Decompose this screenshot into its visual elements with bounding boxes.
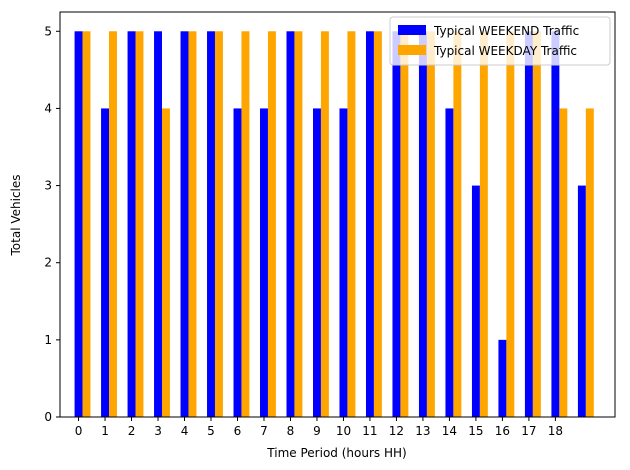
bar — [320, 31, 329, 418]
bar — [453, 31, 462, 418]
bar — [161, 108, 170, 417]
x-tick-label: 3 — [154, 424, 162, 438]
x-tick-label: 10 — [336, 424, 351, 438]
bar — [82, 31, 91, 418]
bar — [312, 108, 321, 417]
x-tick-label: 15 — [468, 424, 483, 438]
bar — [135, 31, 144, 418]
bar — [559, 108, 568, 417]
bar — [577, 185, 586, 417]
bar — [180, 31, 189, 418]
x-tick-label: 7 — [260, 424, 268, 438]
bar — [373, 31, 382, 418]
bar — [400, 31, 409, 418]
bar — [127, 31, 136, 418]
y-tick-label: 0 — [44, 410, 52, 424]
bar — [207, 31, 215, 418]
bar — [260, 108, 268, 417]
x-tick-label: 12 — [389, 424, 404, 438]
bar — [109, 31, 117, 418]
x-tick-label: 2 — [128, 424, 136, 438]
x-tick-label: 0 — [75, 424, 83, 438]
legend-swatch — [398, 25, 426, 35]
bar — [524, 31, 533, 418]
y-tick-label: 4 — [44, 101, 52, 115]
bar — [498, 339, 507, 417]
bar — [418, 31, 427, 418]
bar — [214, 31, 223, 418]
bar — [445, 108, 454, 417]
bar — [74, 31, 83, 418]
x-tick-label: 14 — [442, 424, 457, 438]
legend-label: Typical WEEKEND Traffic — [433, 24, 579, 38]
bar — [392, 31, 401, 418]
bar — [339, 108, 348, 417]
bar — [506, 31, 515, 418]
bar — [551, 31, 560, 418]
x-tick-label: 13 — [415, 424, 430, 438]
bar — [101, 108, 110, 417]
x-tick-label: 17 — [521, 424, 536, 438]
bar — [347, 31, 356, 418]
legend: Typical WEEKEND Traffic Typical WEEKDAY T… — [389, 16, 611, 66]
legend-box — [389, 16, 611, 66]
bar — [267, 31, 276, 418]
bar — [154, 31, 162, 418]
bar — [479, 31, 488, 418]
y-axis-label: Total Vehicles — [9, 174, 23, 256]
y-tick-label: 2 — [44, 256, 52, 270]
x-axis-label: Time Period (hours HH) — [266, 446, 406, 460]
x-tick-label: 4 — [181, 424, 189, 438]
x-tick-label: 11 — [362, 424, 377, 438]
x-tick-label: 6 — [234, 424, 242, 438]
bar — [188, 31, 197, 418]
bar — [294, 31, 303, 418]
bar — [426, 31, 435, 418]
legend-label: Typical WEEKDAY Traffic — [433, 44, 577, 58]
bar — [365, 31, 374, 418]
x-tick-label: 8 — [287, 424, 295, 438]
y-tick-label: 3 — [44, 179, 52, 193]
bar — [585, 108, 594, 417]
plot-frame — [59, 11, 616, 418]
x-tick-label: 9 — [313, 424, 321, 438]
bar — [241, 31, 250, 418]
bar — [286, 31, 295, 418]
y-tick-label: 5 — [44, 24, 52, 38]
y-tick-label: 1 — [44, 333, 52, 347]
x-tick-label: 5 — [207, 424, 215, 438]
x-tick-label: 18 — [548, 424, 563, 438]
legend-swatch — [398, 45, 426, 55]
x-tick-label: 1 — [101, 424, 109, 438]
bar — [471, 185, 480, 417]
x-tick-label: 16 — [495, 424, 510, 438]
bar — [532, 31, 541, 418]
bar — [233, 108, 242, 417]
